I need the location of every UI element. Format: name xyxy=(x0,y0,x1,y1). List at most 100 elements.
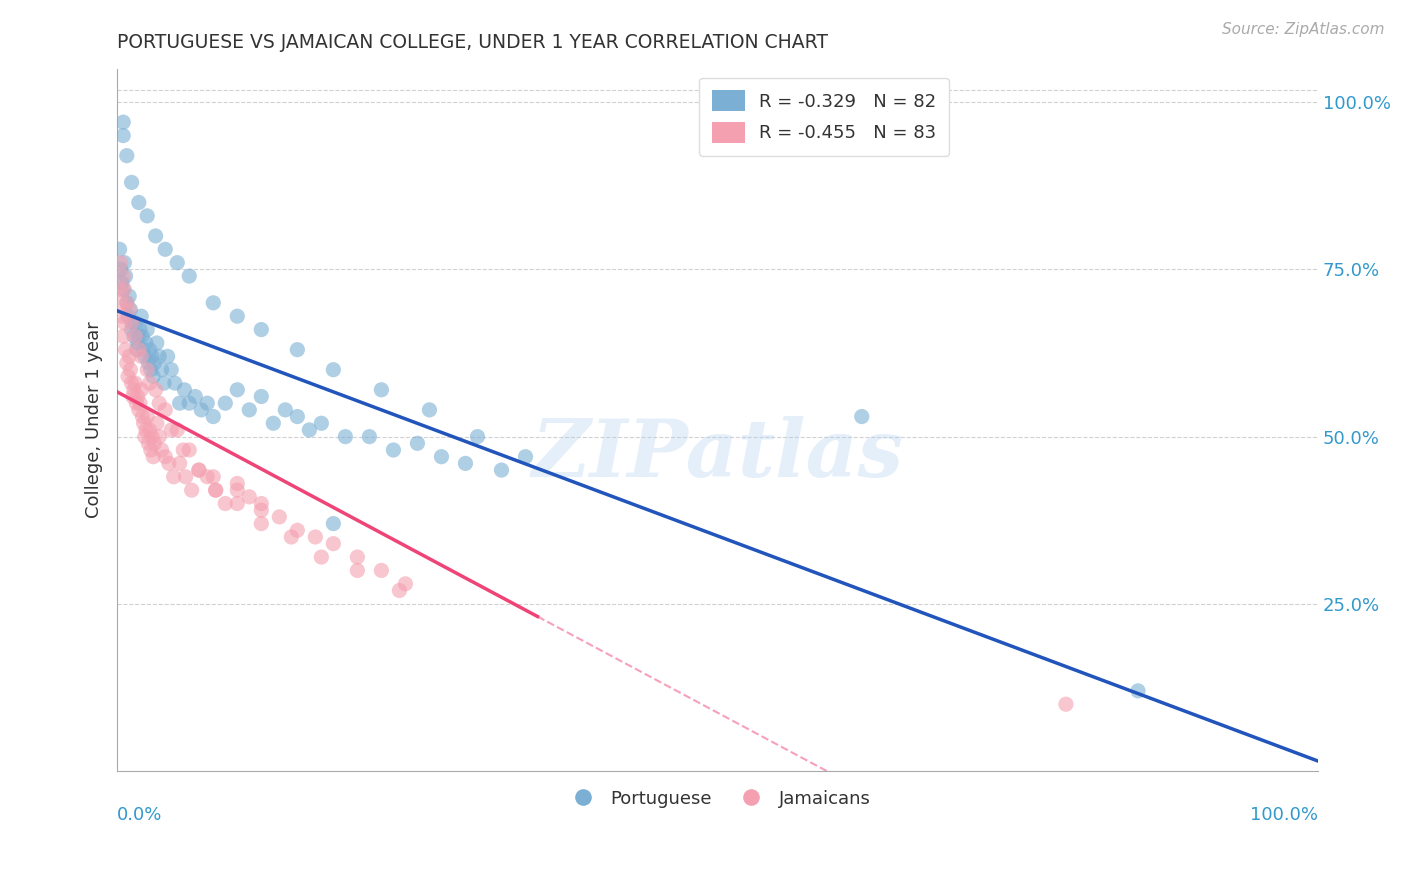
Point xyxy=(121,389,143,403)
Point xyxy=(146,335,169,350)
Point xyxy=(121,175,143,189)
Point xyxy=(142,369,165,384)
Point xyxy=(112,128,135,143)
Text: ZIPatlas: ZIPatlas xyxy=(531,417,904,494)
Point xyxy=(114,343,136,357)
Point xyxy=(1054,698,1077,712)
Point xyxy=(335,429,357,443)
Point xyxy=(110,295,132,310)
Point xyxy=(134,429,156,443)
Point xyxy=(166,255,188,269)
Point xyxy=(136,209,159,223)
Point xyxy=(141,349,163,363)
Point xyxy=(143,436,166,450)
Point xyxy=(131,409,153,424)
Point xyxy=(136,409,159,424)
Text: 0.0%: 0.0% xyxy=(117,806,163,824)
Point xyxy=(115,295,138,310)
Point xyxy=(124,316,146,330)
Point xyxy=(179,396,201,410)
Point xyxy=(129,349,152,363)
Y-axis label: College, Under 1 year: College, Under 1 year xyxy=(86,321,103,518)
Point xyxy=(370,563,392,577)
Point xyxy=(125,343,148,357)
Point xyxy=(114,268,136,283)
Point xyxy=(117,369,139,384)
Point xyxy=(184,389,207,403)
Point xyxy=(129,396,152,410)
Point xyxy=(174,469,197,483)
Point xyxy=(195,396,218,410)
Point xyxy=(138,376,160,390)
Point xyxy=(112,329,135,343)
Point xyxy=(115,295,138,310)
Point xyxy=(214,396,236,410)
Point xyxy=(155,450,177,464)
Point xyxy=(359,429,381,443)
Point xyxy=(311,416,333,430)
Point xyxy=(138,343,160,357)
Point xyxy=(370,383,392,397)
Point xyxy=(190,402,212,417)
Point xyxy=(467,429,489,443)
Point xyxy=(187,463,209,477)
Point xyxy=(141,429,163,443)
Point xyxy=(454,456,477,470)
Point xyxy=(150,442,173,457)
Point xyxy=(204,483,226,497)
Point xyxy=(202,295,225,310)
Point xyxy=(311,549,333,564)
Point xyxy=(128,343,150,357)
Point xyxy=(491,463,513,477)
Point xyxy=(155,242,177,256)
Point xyxy=(195,469,218,483)
Point xyxy=(226,483,249,497)
Point xyxy=(117,309,139,323)
Point xyxy=(166,423,188,437)
Point xyxy=(120,302,142,317)
Point xyxy=(127,389,149,403)
Point xyxy=(1126,684,1149,698)
Point xyxy=(153,376,176,390)
Point xyxy=(108,242,131,256)
Point xyxy=(187,463,209,477)
Point xyxy=(132,343,155,357)
Point xyxy=(169,396,191,410)
Point xyxy=(160,362,183,376)
Point xyxy=(169,456,191,470)
Point xyxy=(346,563,368,577)
Point xyxy=(138,356,160,370)
Legend: Portuguese, Jamaicans: Portuguese, Jamaicans xyxy=(558,782,877,814)
Point xyxy=(121,316,143,330)
Point xyxy=(285,523,308,537)
Text: Source: ZipAtlas.com: Source: ZipAtlas.com xyxy=(1222,22,1385,37)
Point xyxy=(162,469,184,483)
Point xyxy=(226,309,249,323)
Point xyxy=(298,423,321,437)
Point xyxy=(115,356,138,370)
Point xyxy=(146,416,169,430)
Point xyxy=(145,228,167,243)
Point xyxy=(115,148,138,162)
Point xyxy=(145,383,167,397)
Point xyxy=(125,396,148,410)
Point xyxy=(430,450,453,464)
Point xyxy=(406,436,429,450)
Point xyxy=(112,316,135,330)
Point xyxy=(118,349,141,363)
Point xyxy=(128,329,150,343)
Text: 100.0%: 100.0% xyxy=(1250,806,1319,824)
Point xyxy=(121,316,143,330)
Point xyxy=(148,349,170,363)
Point xyxy=(250,516,273,531)
Point xyxy=(124,376,146,390)
Point xyxy=(851,409,873,424)
Point xyxy=(262,416,284,430)
Point xyxy=(274,402,297,417)
Point xyxy=(155,402,177,417)
Point xyxy=(226,383,249,397)
Point xyxy=(135,335,157,350)
Point xyxy=(250,503,273,517)
Point xyxy=(129,322,152,336)
Point xyxy=(394,577,416,591)
